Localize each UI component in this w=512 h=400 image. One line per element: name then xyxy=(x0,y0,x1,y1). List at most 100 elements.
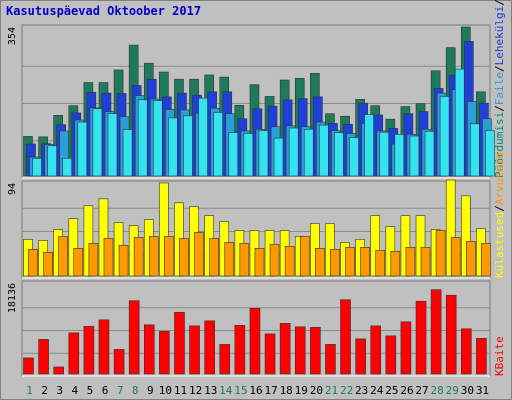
bar-faile-day-5 xyxy=(92,108,103,177)
bar-kbaite-day-10 xyxy=(159,331,170,375)
bar-faile-day-11 xyxy=(183,115,193,177)
bar-arvuteid-day-10 xyxy=(164,236,174,277)
legend-text: Pöördumisi/Faile/Lehekülgi/Külastused/Kü… xyxy=(493,0,506,178)
bar-kbaite-day-20 xyxy=(310,327,321,375)
bar-kbaite-day-24 xyxy=(370,325,382,375)
chart-title: Kasutuspäevad Oktoober 2017 xyxy=(6,4,201,18)
legend-item: Faile xyxy=(493,72,506,105)
bar-faile-day-2 xyxy=(47,145,57,177)
bar-arvuteid-day-14 xyxy=(224,242,235,277)
x-tick-label: 22 xyxy=(340,384,353,397)
bar-arvuteid-day-8 xyxy=(133,237,144,277)
bar-arvuteid-day-23 xyxy=(360,247,370,277)
bar-arvuteid-day-18 xyxy=(284,246,295,277)
bar-kbaite-day-6 xyxy=(98,319,110,375)
legend-item: Arvuteid xyxy=(493,152,506,205)
bar-arvuteid-day-19 xyxy=(299,236,310,277)
x-tick-label: 1 xyxy=(26,384,33,397)
bar-faile-day-22 xyxy=(349,137,359,177)
bar-arvuteid-day-9 xyxy=(148,236,159,277)
bar-faile-day-8 xyxy=(137,99,148,177)
legend-item: Lehekülgi xyxy=(493,6,506,66)
bar-kbaite-day-7 xyxy=(113,349,125,375)
bar-arvuteid-day-17 xyxy=(269,244,280,277)
x-tick-label: 16 xyxy=(249,384,262,397)
bar-arvuteid-day-21 xyxy=(330,248,340,277)
bar-arvuteid-day-30 xyxy=(466,241,476,277)
x-tick-label: 30 xyxy=(461,384,474,397)
bar-pöördumisi-day-5 xyxy=(83,205,94,277)
legend-separator: / xyxy=(493,65,506,72)
bar-faile-day-27 xyxy=(424,131,435,177)
legend-separator: / xyxy=(493,205,506,212)
bar-faile-day-29 xyxy=(454,68,465,177)
bar-arvuteid-day-27 xyxy=(420,247,431,277)
panel-2: 94 xyxy=(7,179,491,279)
bar-arvuteid-day-12 xyxy=(194,232,204,277)
bar-arvuteid-day-24 xyxy=(375,249,386,277)
bar-faile-day-25 xyxy=(394,134,405,177)
legend-text: KBaite xyxy=(493,336,506,376)
bar-kbaite-day-30 xyxy=(461,328,472,375)
chart-panels: 354 94 18136 xyxy=(7,24,495,377)
bar-kbaite-day-28 xyxy=(430,289,442,375)
bar-faile-day-10 xyxy=(168,117,178,177)
bar-kbaite-day-1 xyxy=(23,357,34,375)
panel-1: 354 xyxy=(7,24,495,179)
bar-faile-day-30 xyxy=(470,123,480,177)
bar-faile-day-12 xyxy=(198,97,208,177)
bar-kbaite-day-4 xyxy=(68,332,80,375)
bar-kbaite-day-5 xyxy=(83,326,95,375)
x-tick-label: 17 xyxy=(264,384,277,397)
bar-faile-day-3 xyxy=(62,158,72,177)
legend-text: Külastused/Arvuteid xyxy=(493,152,506,278)
y-max-label: 354 xyxy=(7,27,18,45)
bar-arvuteid-day-1 xyxy=(28,248,38,277)
bar-faile-day-24 xyxy=(379,131,390,177)
legend-separator: / xyxy=(493,0,506,6)
x-tick-label: 18 xyxy=(280,384,293,397)
x-tick-label: 25 xyxy=(385,384,398,397)
x-tick-label: 27 xyxy=(415,384,428,397)
x-tick-label: 13 xyxy=(204,384,217,397)
bar-pöördumisi-day-27 xyxy=(415,215,426,277)
bar-faile-day-9 xyxy=(152,100,163,177)
bar-kbaite-day-3 xyxy=(53,366,64,375)
bar-arvuteid-day-31 xyxy=(481,243,491,277)
bar-faile-day-17 xyxy=(273,137,284,177)
bar-kbaite-day-23 xyxy=(355,338,366,375)
x-tick-label: 12 xyxy=(189,384,202,397)
bar-arvuteid-day-7 xyxy=(118,245,129,277)
bar-arvuteid-day-13 xyxy=(209,238,219,277)
bar-kbaite-day-2 xyxy=(38,339,49,375)
x-tick-label: 19 xyxy=(295,384,308,397)
x-tick-label: 15 xyxy=(234,384,247,397)
x-axis-labels: 1 2 3 4 5 6 7 8 9 10 11 12 13 14 15 16 17 18 19 20 21 22 23 24 2… xyxy=(26,384,489,397)
bar-faile-day-4 xyxy=(77,121,88,177)
bar-kbaite-day-25 xyxy=(385,335,397,375)
bar-pöördumisi-day-10 xyxy=(159,182,169,277)
bar-arvuteid-day-20 xyxy=(315,248,325,277)
bar-faile-day-28 xyxy=(439,96,450,177)
legend-item: Külastused xyxy=(493,212,506,278)
bar-arvuteid-day-2 xyxy=(43,251,53,277)
bar-kbaite-day-11 xyxy=(174,311,185,375)
legend-item: KBaite xyxy=(493,336,506,376)
bar-kbaite-day-15 xyxy=(234,325,246,375)
bar-kbaite-day-21 xyxy=(325,344,336,375)
legend-labels: Pöördumisi/Faile/Lehekülgi/Külastused/Kü… xyxy=(493,0,506,376)
y-max-label: 94 xyxy=(7,183,18,195)
bar-arvuteid-day-16 xyxy=(254,248,265,277)
bar-kbaite-day-14 xyxy=(219,344,231,375)
bar-kbaite-day-16 xyxy=(249,307,261,375)
bar-kbaite-day-18 xyxy=(279,323,291,375)
bar-faile-day-6 xyxy=(107,113,118,177)
x-tick-label: 23 xyxy=(355,384,368,397)
bar-faile-day-7 xyxy=(122,129,133,177)
x-tick-label: 4 xyxy=(72,384,79,397)
bar-kbaite-day-12 xyxy=(189,325,200,375)
bar-arvuteid-day-26 xyxy=(405,247,416,277)
bar-arvuteid-day-3 xyxy=(58,236,68,277)
bar-kbaite-day-27 xyxy=(415,300,427,375)
bar-arvuteid-day-5 xyxy=(88,243,99,277)
